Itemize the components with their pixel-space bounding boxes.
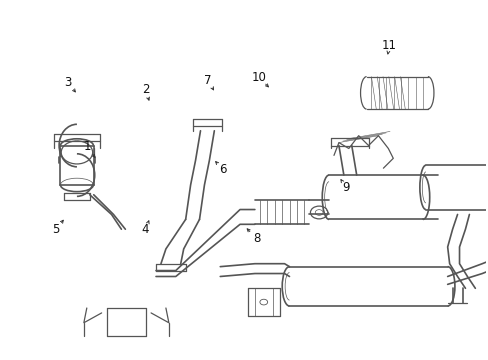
Text: 9: 9 <box>342 181 349 194</box>
Text: 2: 2 <box>142 83 149 96</box>
Text: 10: 10 <box>251 71 266 84</box>
Text: 4: 4 <box>142 223 149 236</box>
Text: 8: 8 <box>252 232 260 245</box>
Text: 11: 11 <box>381 39 396 52</box>
Text: 1: 1 <box>83 140 91 153</box>
Text: 5: 5 <box>52 223 60 236</box>
Text: 6: 6 <box>219 163 226 176</box>
Text: 7: 7 <box>204 74 212 87</box>
Text: 3: 3 <box>64 76 72 89</box>
